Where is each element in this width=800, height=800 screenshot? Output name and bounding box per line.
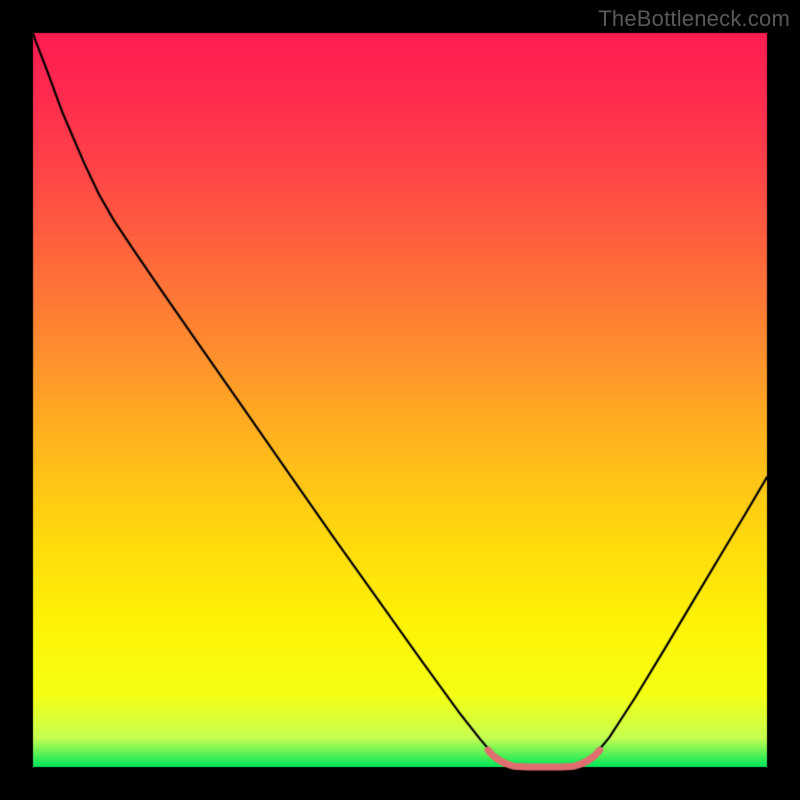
chart-container: TheBottleneck.com [0,0,800,800]
bottleneck-chart [0,0,800,800]
watermark-text: TheBottleneck.com [598,6,790,32]
